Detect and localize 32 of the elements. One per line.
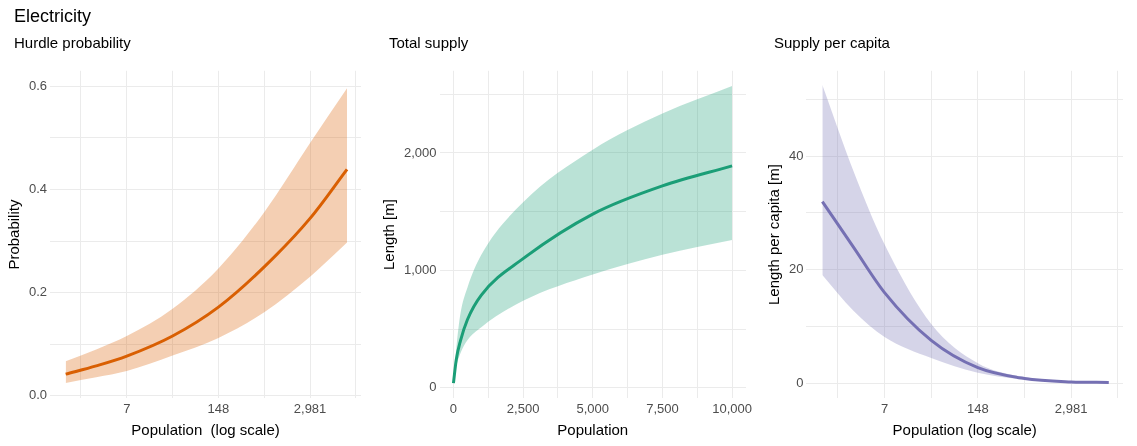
x-axis-title: Population: [557, 421, 629, 439]
x-tick-label: 10,000: [712, 400, 752, 416]
x-axis-title: Population (log scale): [131, 421, 280, 439]
x-tick-label: 7: [123, 400, 131, 416]
y-tick-label: 0.0: [28, 387, 48, 403]
x-tick-label: 7: [880, 400, 889, 416]
y-tick-label: 1,000: [403, 261, 437, 277]
x-tick-label: 148: [966, 400, 989, 416]
y-tick-label: 0.2: [28, 284, 48, 300]
x-tick-label: 148: [207, 400, 230, 416]
y-axis-title: Length per capita [m]: [765, 164, 783, 306]
y-axis-title: Length [m]: [380, 199, 398, 271]
y-tick-label: 0.6: [28, 77, 48, 93]
y-tick-label: 20: [788, 261, 804, 277]
chart-title: Total supply: [389, 34, 469, 51]
y-axis-title: Probability: [5, 199, 23, 270]
chart-subtitle: Hurdle probability: [14, 34, 131, 51]
x-tick-label: 7,500: [646, 400, 679, 416]
y-tick-label: 0: [796, 375, 804, 391]
x-tick-label: 2,500: [506, 400, 540, 416]
line-series: [451, 164, 734, 385]
x-tick-label: 2,981: [1054, 400, 1088, 416]
x-tick-label: 0: [449, 400, 458, 416]
y-tick-label: 0.4: [28, 181, 48, 197]
chart-title: Electricity: [14, 6, 92, 27]
y-tick-label: 2,000: [403, 144, 437, 160]
x-tick-label: 2,981: [293, 400, 327, 416]
x-tick-label: 5,000: [576, 400, 610, 416]
y-tick-label: 40: [788, 147, 804, 163]
x-axis-title: Population (log scale): [892, 421, 1037, 439]
y-tick-label: 0: [429, 379, 437, 395]
chart-title: Supply per capita: [774, 34, 890, 51]
